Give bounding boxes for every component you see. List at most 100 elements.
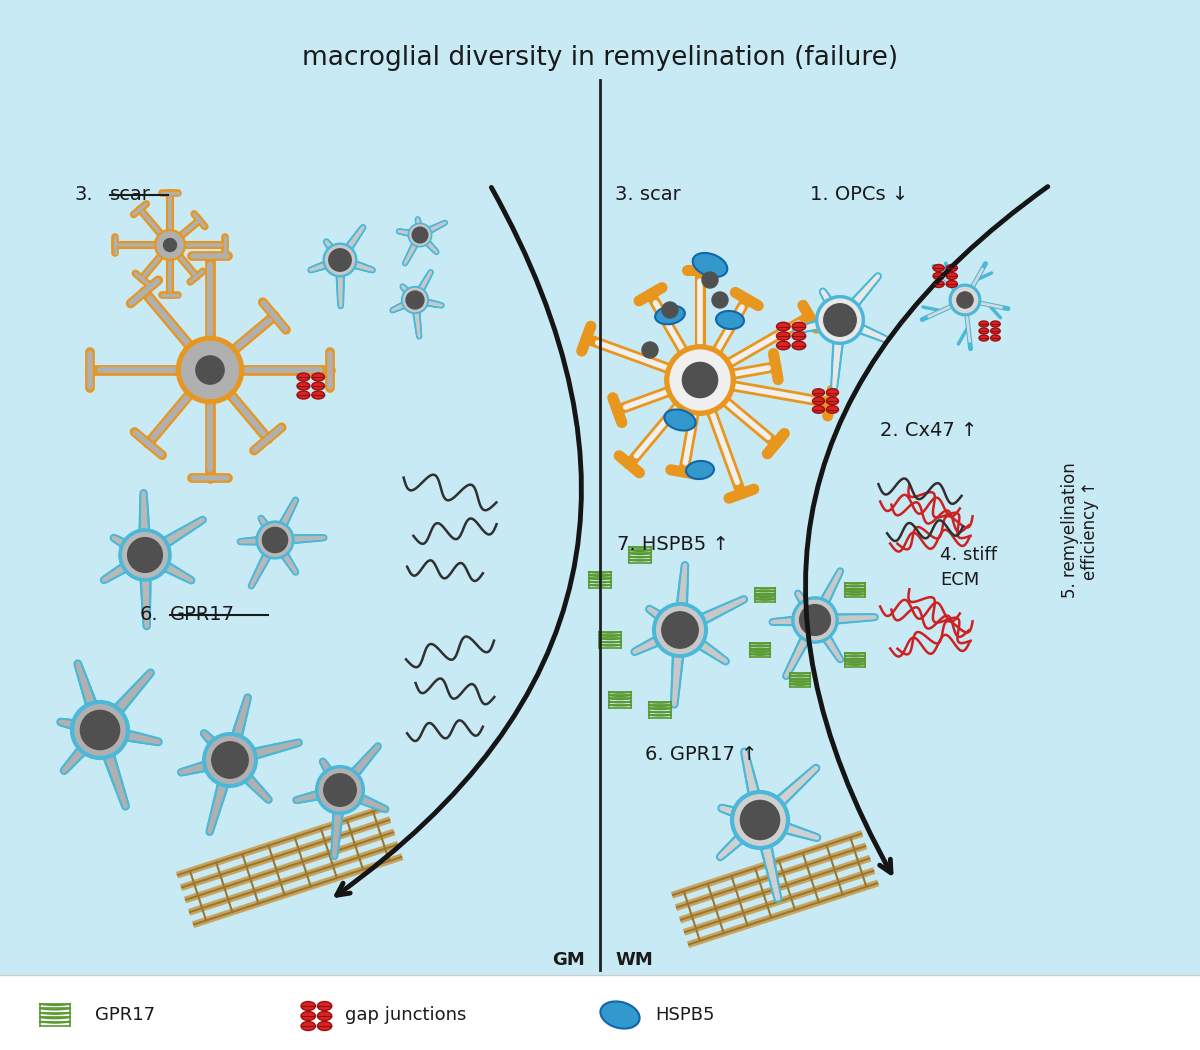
Text: GPR17: GPR17 — [95, 1006, 155, 1024]
Circle shape — [662, 302, 678, 318]
Text: WM: WM — [616, 951, 653, 969]
Circle shape — [80, 711, 120, 750]
Ellipse shape — [947, 273, 958, 279]
Ellipse shape — [317, 1011, 331, 1021]
Circle shape — [734, 795, 785, 845]
Circle shape — [122, 532, 167, 578]
Text: 6. GPR17 ↑: 6. GPR17 ↑ — [646, 746, 757, 764]
Circle shape — [203, 733, 257, 788]
Ellipse shape — [827, 405, 839, 414]
Ellipse shape — [776, 332, 790, 340]
Circle shape — [71, 700, 130, 759]
Circle shape — [740, 800, 780, 840]
Circle shape — [956, 292, 973, 308]
Circle shape — [206, 737, 253, 783]
Circle shape — [410, 225, 430, 245]
Ellipse shape — [298, 373, 310, 381]
Text: 7. HSPB5 ↑: 7. HSPB5 ↑ — [617, 536, 728, 554]
Text: 2. Cx47 ↑: 2. Cx47 ↑ — [880, 420, 977, 440]
Ellipse shape — [934, 280, 944, 288]
Circle shape — [329, 249, 352, 271]
Ellipse shape — [312, 391, 324, 399]
Circle shape — [155, 230, 186, 260]
Circle shape — [403, 289, 426, 312]
Ellipse shape — [979, 335, 989, 341]
Ellipse shape — [812, 405, 824, 414]
Circle shape — [323, 244, 356, 277]
Circle shape — [74, 705, 125, 755]
Circle shape — [157, 232, 184, 258]
Ellipse shape — [655, 306, 685, 324]
Circle shape — [212, 741, 248, 778]
Ellipse shape — [947, 265, 958, 272]
Ellipse shape — [301, 1002, 316, 1010]
Circle shape — [820, 299, 860, 341]
Circle shape — [127, 538, 162, 572]
Text: ECM: ECM — [940, 571, 979, 589]
Ellipse shape — [298, 391, 310, 399]
Circle shape — [702, 272, 718, 288]
Circle shape — [953, 288, 978, 313]
Text: 3.: 3. — [74, 186, 94, 205]
Ellipse shape — [298, 382, 310, 390]
Ellipse shape — [312, 382, 324, 390]
Circle shape — [670, 350, 730, 410]
Circle shape — [949, 285, 980, 316]
Ellipse shape — [812, 388, 824, 396]
Circle shape — [259, 524, 292, 557]
Circle shape — [163, 238, 176, 251]
Circle shape — [412, 227, 428, 243]
Ellipse shape — [827, 397, 839, 404]
Ellipse shape — [947, 280, 958, 288]
Circle shape — [799, 605, 830, 635]
Ellipse shape — [716, 311, 744, 329]
Text: GPR17: GPR17 — [170, 606, 235, 625]
Ellipse shape — [979, 328, 989, 334]
Ellipse shape — [827, 388, 839, 396]
Text: macroglial diversity in remyelination (failure): macroglial diversity in remyelination (f… — [302, 45, 898, 71]
Circle shape — [642, 342, 658, 358]
Text: 6.: 6. — [140, 606, 158, 625]
Text: 5. remyelination
efficiency ↑: 5. remyelination efficiency ↑ — [1061, 462, 1099, 597]
Circle shape — [176, 336, 244, 403]
Text: scar: scar — [110, 186, 151, 205]
Circle shape — [256, 521, 294, 559]
Circle shape — [408, 224, 432, 247]
Circle shape — [796, 601, 835, 639]
Text: gap junctions: gap junctions — [346, 1006, 467, 1024]
Ellipse shape — [979, 321, 989, 327]
Ellipse shape — [776, 322, 790, 331]
Circle shape — [406, 291, 424, 309]
Ellipse shape — [600, 1002, 640, 1029]
Ellipse shape — [792, 332, 805, 340]
Circle shape — [263, 527, 288, 552]
Circle shape — [683, 362, 718, 398]
Ellipse shape — [812, 397, 824, 404]
Ellipse shape — [301, 1011, 316, 1021]
Circle shape — [181, 341, 239, 399]
Text: 1. OPCs ↓: 1. OPCs ↓ — [810, 186, 908, 205]
Circle shape — [324, 774, 356, 806]
Ellipse shape — [317, 1002, 331, 1010]
Circle shape — [325, 246, 354, 274]
Text: 4. stiff: 4. stiff — [940, 546, 997, 564]
Circle shape — [823, 303, 857, 336]
Circle shape — [792, 596, 838, 643]
Ellipse shape — [991, 328, 1001, 334]
Ellipse shape — [792, 341, 805, 350]
Circle shape — [731, 791, 790, 849]
Circle shape — [119, 529, 172, 581]
Ellipse shape — [934, 265, 944, 272]
Circle shape — [402, 287, 428, 314]
Ellipse shape — [317, 1022, 331, 1030]
Circle shape — [319, 769, 361, 811]
Text: GM: GM — [552, 951, 586, 969]
Circle shape — [712, 292, 728, 308]
Ellipse shape — [692, 253, 727, 277]
Circle shape — [662, 612, 698, 648]
Circle shape — [316, 765, 365, 815]
Ellipse shape — [776, 341, 790, 350]
Ellipse shape — [312, 373, 324, 381]
Ellipse shape — [665, 410, 696, 430]
Ellipse shape — [792, 322, 805, 331]
